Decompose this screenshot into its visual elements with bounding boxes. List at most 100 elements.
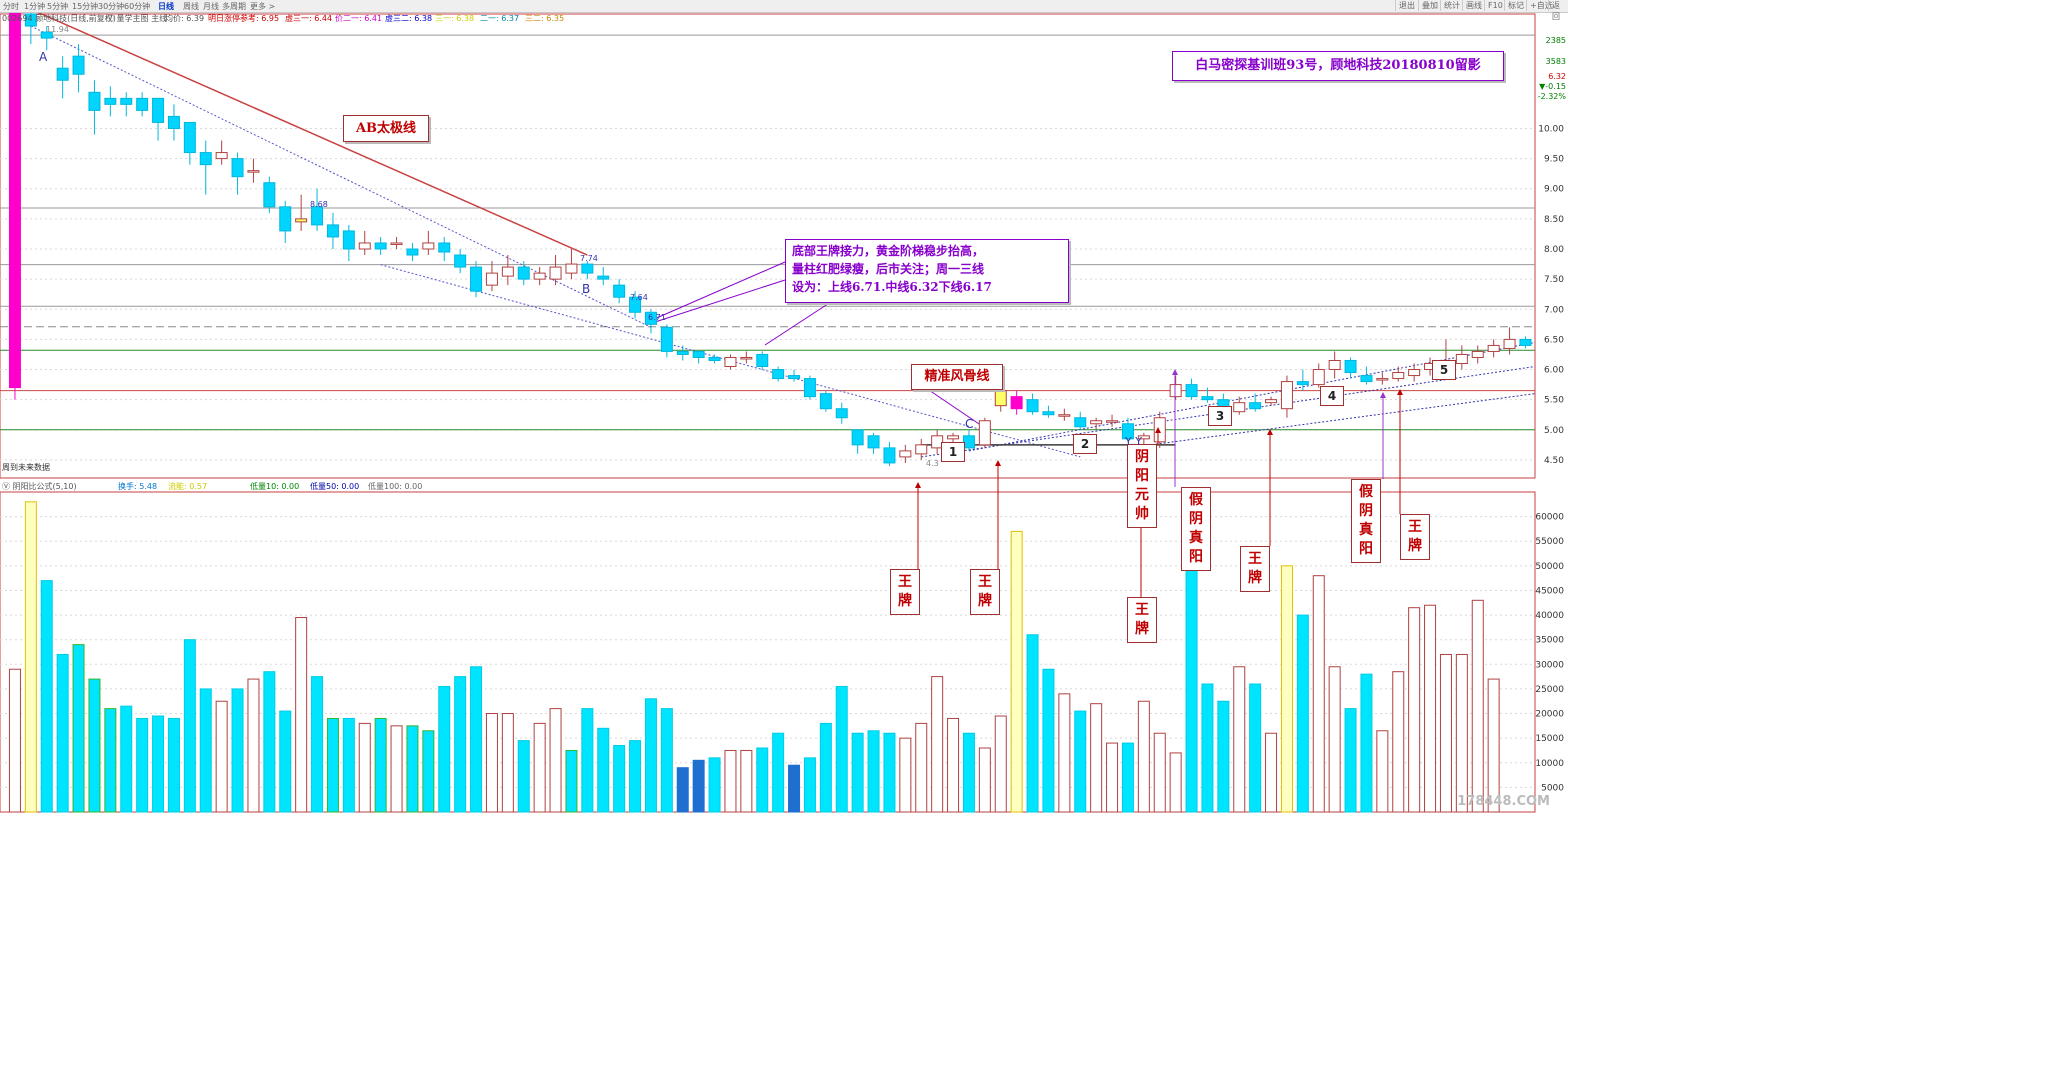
line-value-1: 虚三一: 6.44 bbox=[285, 14, 333, 23]
toolbar-button-7[interactable]: 返回 bbox=[1548, 0, 1568, 21]
volume-bar bbox=[565, 749, 578, 813]
volume-bar bbox=[1106, 742, 1119, 813]
vnote-4-char-1: 王 bbox=[1135, 602, 1149, 618]
price-axis-label: 9.00 bbox=[1544, 185, 1564, 195]
volume-indicator-bar: Ⓥ 阴阳比公式(5,10) 换手: 5.48 流能: 0.57 低量10: 0.… bbox=[0, 481, 1530, 492]
candle-body bbox=[1090, 420, 1103, 425]
candle-body bbox=[1503, 338, 1516, 349]
toolbar-button-6[interactable]: +自选 bbox=[1526, 0, 1556, 11]
price-panel-border bbox=[0, 13, 1536, 479]
period-tab-9[interactable]: 多周期 bbox=[222, 2, 246, 11]
period-tab-3[interactable]: 15分钟 bbox=[72, 2, 99, 11]
period-tab-bar: 分时 1分钟 5分钟 15分钟 30分钟 60分钟 日线 周线 月线 多周期 更多 > 退出 叠加 统计画… bbox=[0, 0, 1568, 21]
candle-body bbox=[565, 263, 578, 274]
volume-bar bbox=[947, 717, 960, 813]
toolbar-button-4[interactable]: F10 bbox=[1484, 0, 1506, 11]
vertical-note-8: 王牌 bbox=[1400, 514, 1430, 560]
period-tab-0[interactable]: 分时 bbox=[3, 2, 19, 11]
stock-code-label: 002694 顾地科技(日线,前复权) bbox=[2, 14, 116, 23]
toolbar-button-2[interactable]: 统计 bbox=[1440, 0, 1463, 11]
turnover-value: 换手: 5.48 bbox=[118, 482, 158, 491]
period-tab-8[interactable]: 月线 bbox=[203, 2, 219, 11]
vnote-6-char-1: 王 bbox=[1248, 551, 1262, 567]
vnote-5-char-1: 假 bbox=[1189, 492, 1203, 508]
candle-body bbox=[454, 254, 467, 268]
volume-bar bbox=[1249, 683, 1262, 813]
low10-value: 低量10: 0.00 bbox=[250, 482, 300, 491]
candle-body bbox=[72, 55, 85, 75]
candle-body bbox=[597, 275, 610, 280]
volume-bar bbox=[660, 708, 673, 813]
volume-bar bbox=[867, 730, 880, 813]
line-value-2: 价二一: 6.41 bbox=[335, 14, 383, 23]
marker-box-2: 2 bbox=[1073, 434, 1097, 454]
price-axis-label: 5.50 bbox=[1544, 396, 1564, 406]
right-value-4: ▼-0.15 bbox=[1539, 82, 1566, 91]
volume-bar bbox=[485, 713, 498, 813]
candle-body bbox=[533, 272, 546, 280]
toolbar-button-5[interactable]: 标记 bbox=[1504, 0, 1527, 11]
volume-axis-label: 25000 bbox=[1535, 685, 1564, 695]
vnote-1-char-1: 王 bbox=[898, 574, 912, 590]
volume-bar bbox=[1455, 653, 1468, 813]
candle-body bbox=[1344, 359, 1357, 374]
volume-bar bbox=[8, 668, 21, 813]
volume-bar bbox=[199, 688, 212, 813]
candle-body bbox=[40, 31, 53, 39]
period-tab-1[interactable]: 1分钟 bbox=[24, 2, 46, 11]
indicator-name[interactable]: Ⓥ 量学主图 主线 bbox=[106, 14, 168, 23]
candle-body bbox=[1408, 369, 1421, 377]
toolbar-button-3[interactable]: 画线 bbox=[1462, 0, 1485, 11]
candle-body bbox=[263, 182, 276, 208]
watermark-text: 178448.COM bbox=[1457, 794, 1550, 809]
candle-body bbox=[1233, 402, 1246, 413]
title-callout: 白马密探基训班93号，顾地科技20180810留影 bbox=[1172, 51, 1504, 81]
price-mark-764: 7.64 bbox=[630, 293, 648, 302]
volume-bar bbox=[358, 722, 371, 813]
period-tab-6[interactable]: 日线 bbox=[158, 2, 174, 11]
volume-bar bbox=[629, 740, 642, 813]
volume-bar bbox=[613, 745, 626, 813]
vnote-5-char-4: 阳 bbox=[1189, 549, 1203, 565]
vnote-2-char-2: 牌 bbox=[978, 593, 992, 609]
volume-bar bbox=[326, 717, 339, 813]
candle-body bbox=[629, 296, 642, 313]
period-tab-10[interactable]: 更多 > bbox=[250, 2, 276, 11]
note-pointer-1 bbox=[651, 261, 786, 321]
candle-body bbox=[1153, 417, 1166, 443]
volume-bar bbox=[1312, 575, 1325, 813]
volume-bar bbox=[549, 708, 562, 813]
candle-body bbox=[136, 97, 149, 111]
volume-bar bbox=[183, 639, 196, 813]
candle-body bbox=[947, 435, 960, 440]
period-tab-7[interactable]: 周线 bbox=[183, 2, 199, 11]
toolbar-button-0[interactable]: 退出 bbox=[1395, 0, 1418, 11]
volume-bar bbox=[803, 757, 816, 813]
period-tab-4[interactable]: 30分钟 bbox=[98, 2, 125, 11]
volume-bar bbox=[1090, 703, 1103, 813]
candle-body bbox=[1392, 372, 1405, 380]
candle-body bbox=[1185, 384, 1198, 398]
vnote-3-char-1: 阴 bbox=[1135, 449, 1149, 465]
candle-body bbox=[56, 67, 69, 81]
price-axis-label: 6.50 bbox=[1544, 335, 1564, 345]
price-axis-label: 6.00 bbox=[1544, 366, 1564, 376]
low50-value: 低量50: 0.00 bbox=[310, 482, 360, 491]
vnote-7-char-1: 假 bbox=[1359, 484, 1373, 500]
vertical-note-1: 王牌 bbox=[890, 569, 920, 615]
toolbar-button-1[interactable]: 叠加 bbox=[1418, 0, 1441, 11]
volume-bar bbox=[1296, 614, 1309, 813]
kline-chart[interactable]: 10.00 9.50 9.00 8.50 8.00 7.50 7.00 6.50 6.00 5.5… bbox=[0, 0, 1568, 817]
period-tab-5[interactable]: 60分钟 bbox=[124, 2, 151, 11]
volume-bar bbox=[1137, 700, 1150, 813]
volume-bar bbox=[1265, 732, 1278, 813]
vnote-6-char-2: 牌 bbox=[1248, 570, 1262, 586]
period-tab-2[interactable]: 5分钟 bbox=[47, 2, 69, 11]
price-mark-868: 8.68 bbox=[310, 200, 328, 209]
volume-bar bbox=[1280, 565, 1293, 813]
volume-bar bbox=[1360, 673, 1373, 813]
candle-body bbox=[724, 356, 737, 368]
volume-bar bbox=[1392, 671, 1405, 813]
volume-indicator-name[interactable]: Ⓥ 阴阳比公式(5,10) bbox=[2, 482, 77, 491]
candle-body bbox=[501, 266, 514, 277]
